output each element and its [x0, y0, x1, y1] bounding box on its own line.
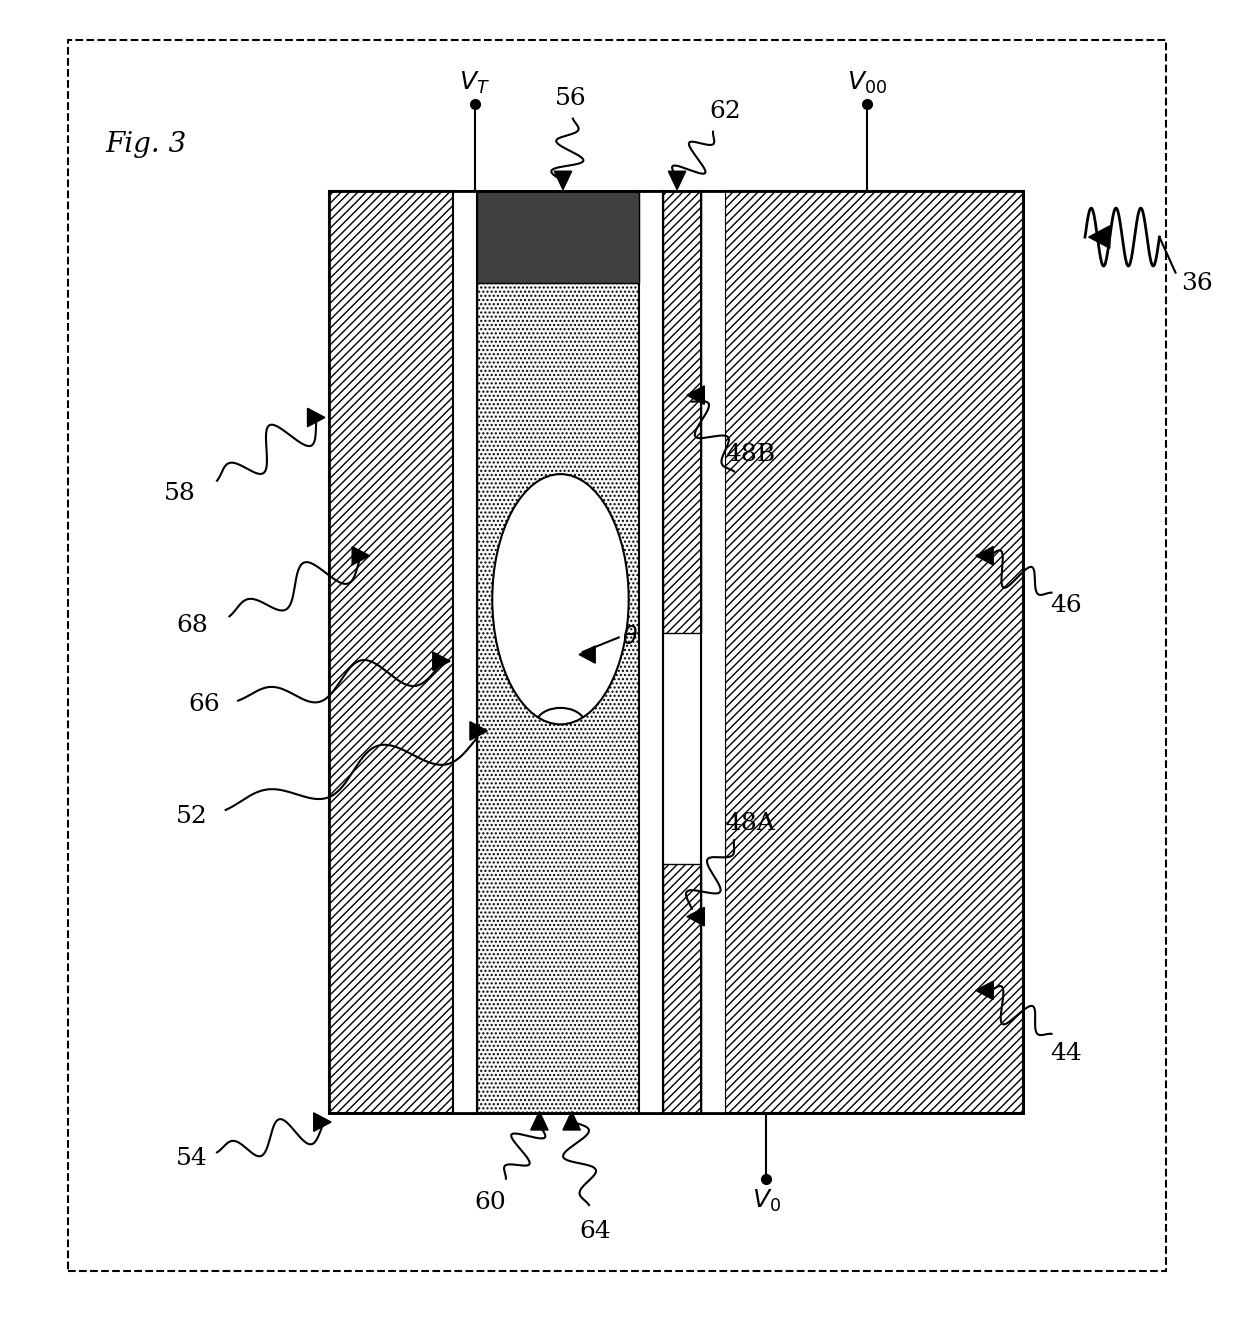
Polygon shape [668, 171, 686, 190]
Bar [663, 864, 701, 1113]
Bar [329, 191, 1023, 1113]
Ellipse shape [492, 474, 629, 724]
Text: $V_0$: $V_0$ [751, 1188, 781, 1214]
Text: $\theta$: $\theta$ [622, 626, 637, 649]
Text: 56: 56 [554, 87, 587, 111]
Text: 54: 54 [176, 1147, 208, 1171]
Polygon shape [433, 652, 450, 670]
Text: 60: 60 [474, 1191, 506, 1214]
Polygon shape [1089, 227, 1110, 249]
Polygon shape [687, 907, 704, 926]
Polygon shape [554, 171, 572, 190]
Polygon shape [687, 386, 704, 404]
Text: 52: 52 [176, 805, 208, 828]
Bar [725, 191, 1023, 1113]
Polygon shape [563, 1112, 580, 1130]
Bar [663, 191, 701, 1113]
Polygon shape [531, 1112, 548, 1130]
Polygon shape [470, 722, 487, 740]
Text: 46: 46 [1050, 594, 1083, 618]
Bar [639, 191, 663, 1113]
Text: 58: 58 [164, 482, 196, 506]
Bar [329, 191, 1023, 1113]
Bar [453, 191, 477, 1113]
Text: 66: 66 [188, 693, 221, 716]
Text: 64: 64 [579, 1220, 611, 1243]
Polygon shape [314, 1113, 331, 1131]
Text: 68: 68 [176, 614, 208, 637]
Polygon shape [976, 981, 993, 1000]
Text: 62: 62 [709, 100, 742, 124]
Polygon shape [976, 547, 993, 565]
Text: 48A: 48A [725, 811, 775, 835]
Text: $V_T$: $V_T$ [460, 70, 490, 96]
Bar [477, 191, 639, 1113]
Bar [477, 191, 639, 283]
Polygon shape [579, 647, 595, 664]
Text: $V_{00}$: $V_{00}$ [847, 70, 887, 96]
Bar [701, 191, 725, 1113]
Bar [68, 40, 1166, 1271]
Text: Fig. 3: Fig. 3 [105, 130, 187, 158]
Bar [663, 191, 701, 633]
Text: 48B: 48B [725, 443, 775, 466]
Bar [329, 191, 453, 1113]
Polygon shape [352, 547, 370, 565]
Polygon shape [308, 408, 325, 427]
Text: 44: 44 [1050, 1042, 1083, 1065]
Text: 36: 36 [1180, 271, 1213, 295]
